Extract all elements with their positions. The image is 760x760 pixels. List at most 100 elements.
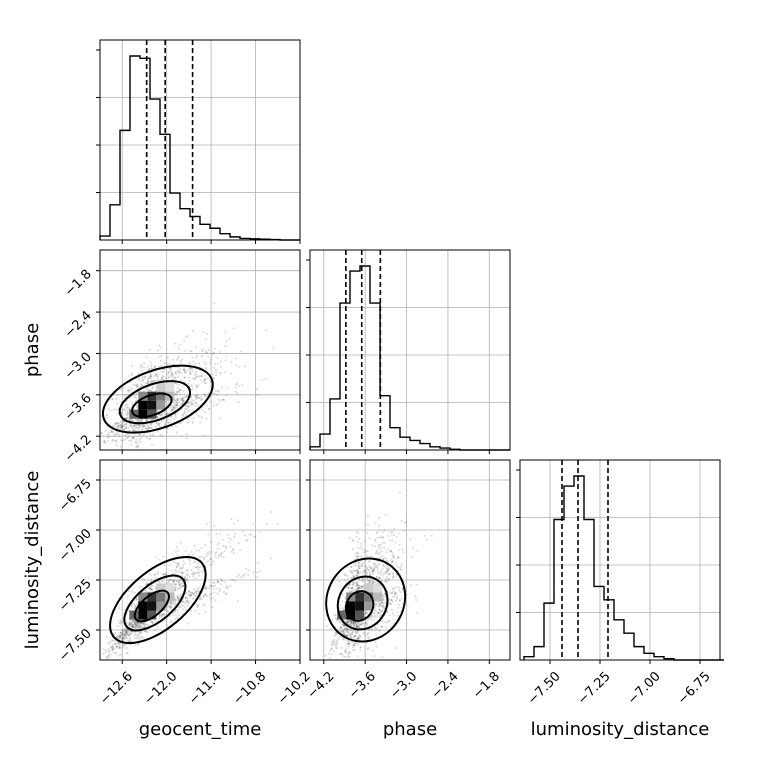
- sample-point: [235, 386, 237, 389]
- sample-point: [357, 567, 360, 570]
- sample-point: [161, 413, 164, 415]
- sample-point: [147, 379, 150, 382]
- sample-point: [336, 647, 339, 650]
- sample-point: [416, 611, 419, 614]
- sample-point: [264, 377, 267, 380]
- sample-point: [390, 592, 393, 594]
- sample-point: [376, 568, 379, 571]
- sample-point: [232, 552, 235, 555]
- sample-point: [141, 364, 144, 367]
- sample-point: [184, 371, 187, 374]
- sample-point: [392, 531, 395, 534]
- sample-point: [340, 626, 342, 629]
- sample-point: [184, 407, 187, 410]
- sample-point: [177, 398, 180, 401]
- sample-point: [200, 375, 203, 378]
- sample-point: [356, 637, 359, 640]
- sample-point: [196, 603, 199, 606]
- sample-point: [386, 567, 388, 570]
- sample-point: [184, 578, 187, 581]
- sample-point: [166, 624, 169, 627]
- sample-point: [171, 373, 174, 376]
- sample-point: [146, 419, 149, 422]
- sample-point: [363, 580, 366, 583]
- sample-point: [144, 630, 147, 633]
- sample-point: [104, 430, 107, 433]
- sample-point: [376, 576, 379, 579]
- sample-point: [197, 375, 200, 378]
- sample-point: [347, 631, 350, 634]
- sample-point: [202, 569, 205, 572]
- sample-point: [115, 652, 117, 654]
- density-cell: [355, 592, 365, 602]
- sample-point: [156, 416, 158, 419]
- sample-point: [381, 619, 384, 622]
- sample-point: [349, 569, 352, 572]
- sample-point: [120, 401, 123, 404]
- sample-point: [333, 650, 336, 653]
- sample-point: [350, 636, 353, 639]
- sample-point: [364, 565, 367, 568]
- sample-point: [150, 620, 153, 623]
- sample-point: [121, 639, 124, 642]
- sample-point: [182, 399, 185, 402]
- sample-point: [131, 626, 134, 628]
- sample-point: [219, 365, 222, 368]
- sample-point: [184, 349, 187, 352]
- sample-point: [374, 641, 377, 644]
- sample-point: [171, 358, 174, 361]
- sample-point: [196, 354, 199, 357]
- sample-point: [134, 591, 137, 594]
- sample-point: [180, 403, 183, 406]
- x-tick-label: −1.8: [470, 669, 503, 702]
- sample-point: [107, 431, 110, 434]
- sample-point: [358, 586, 361, 589]
- sample-point: [119, 635, 121, 638]
- sample-point: [169, 579, 172, 582]
- sample-point: [201, 417, 204, 419]
- sample-point: [141, 636, 144, 639]
- sample-point: [401, 588, 404, 591]
- sample-point: [214, 347, 217, 350]
- sample-point: [133, 637, 136, 640]
- sample-point: [199, 597, 202, 600]
- sample-point: [136, 424, 139, 427]
- sample-point: [368, 566, 371, 569]
- y-tick-label: −3.6: [62, 391, 95, 424]
- sample-point: [195, 571, 198, 574]
- sample-point: [125, 631, 128, 634]
- sample-point: [149, 423, 152, 426]
- sample-point: [151, 621, 154, 624]
- sample-point: [119, 420, 122, 423]
- sample-point: [201, 350, 203, 352]
- sample-point: [204, 381, 207, 384]
- sample-point: [237, 542, 240, 545]
- sample-point: [352, 636, 355, 639]
- sample-point: [148, 587, 151, 590]
- sample-point: [140, 635, 143, 638]
- sample-point: [367, 581, 370, 584]
- sample-point: [179, 566, 182, 569]
- sample-point: [133, 620, 136, 623]
- sample-point: [169, 605, 171, 608]
- sample-point: [167, 376, 170, 379]
- sample-point: [138, 631, 141, 634]
- sample-point: [145, 623, 148, 626]
- sample-point: [354, 621, 357, 624]
- sample-point: [163, 620, 166, 623]
- sample-point: [181, 571, 184, 574]
- sample-point: [125, 427, 128, 430]
- sample-point: [359, 587, 362, 590]
- sample-point: [344, 651, 347, 654]
- contour-level-2: [336, 575, 389, 631]
- sample-point: [369, 580, 372, 583]
- sample-point: [170, 406, 172, 409]
- sample-point: [181, 401, 184, 404]
- sample-point: [368, 569, 371, 572]
- sample-point: [392, 560, 394, 563]
- sample-point: [186, 604, 189, 607]
- sample-point: [351, 586, 354, 589]
- sample-point: [160, 355, 163, 358]
- sample-point: [357, 637, 360, 640]
- sample-point: [353, 569, 356, 572]
